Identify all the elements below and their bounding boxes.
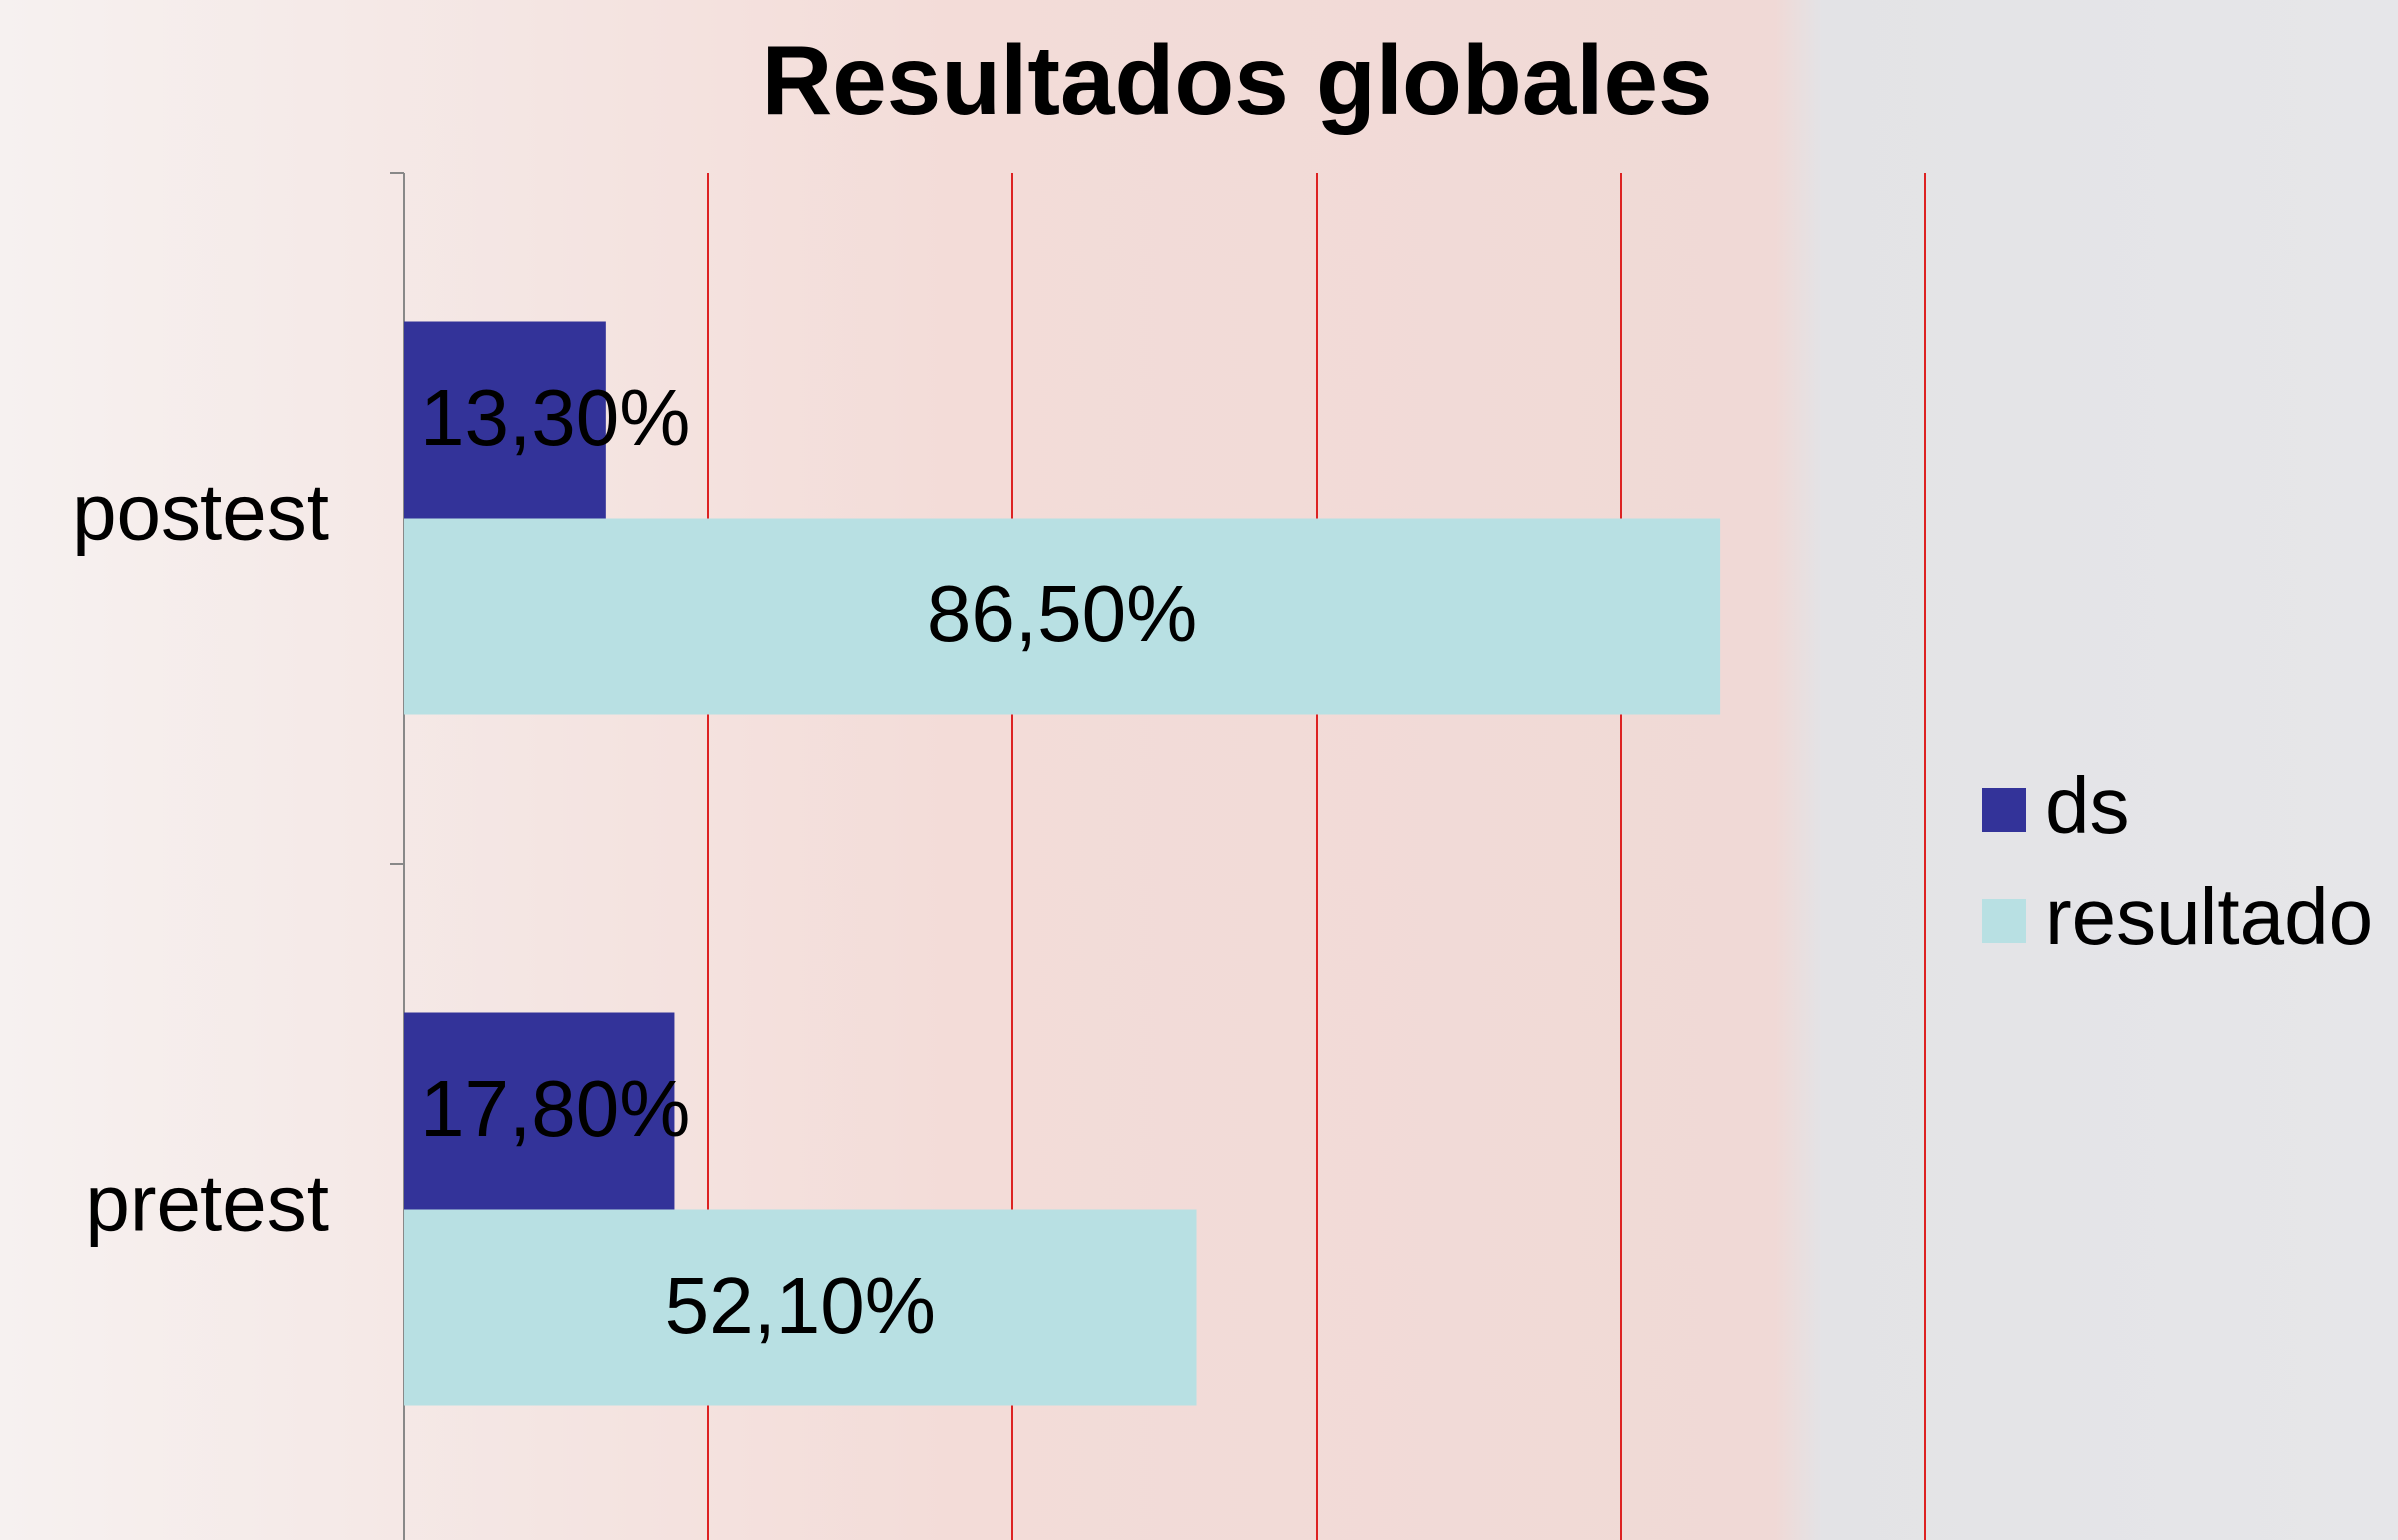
legend-swatch [1982, 899, 2026, 943]
data-label: 86,50% [927, 570, 1197, 658]
legend-label: ds [2045, 761, 2130, 850]
data-label: 13,30% [420, 373, 690, 462]
chart: Resultados globales postest 13,30% 86,50% p… [0, 0, 2398, 1540]
background [0, 0, 2398, 1540]
data-label: 52,10% [665, 1261, 936, 1349]
category-label: pretest [85, 1159, 329, 1248]
data-label: 17,80% [420, 1064, 690, 1153]
category-label: postest [72, 468, 329, 557]
legend-label: resultado [2045, 872, 2373, 961]
chart-title: Resultados globales [761, 25, 1712, 135]
legend-swatch [1982, 788, 2026, 832]
